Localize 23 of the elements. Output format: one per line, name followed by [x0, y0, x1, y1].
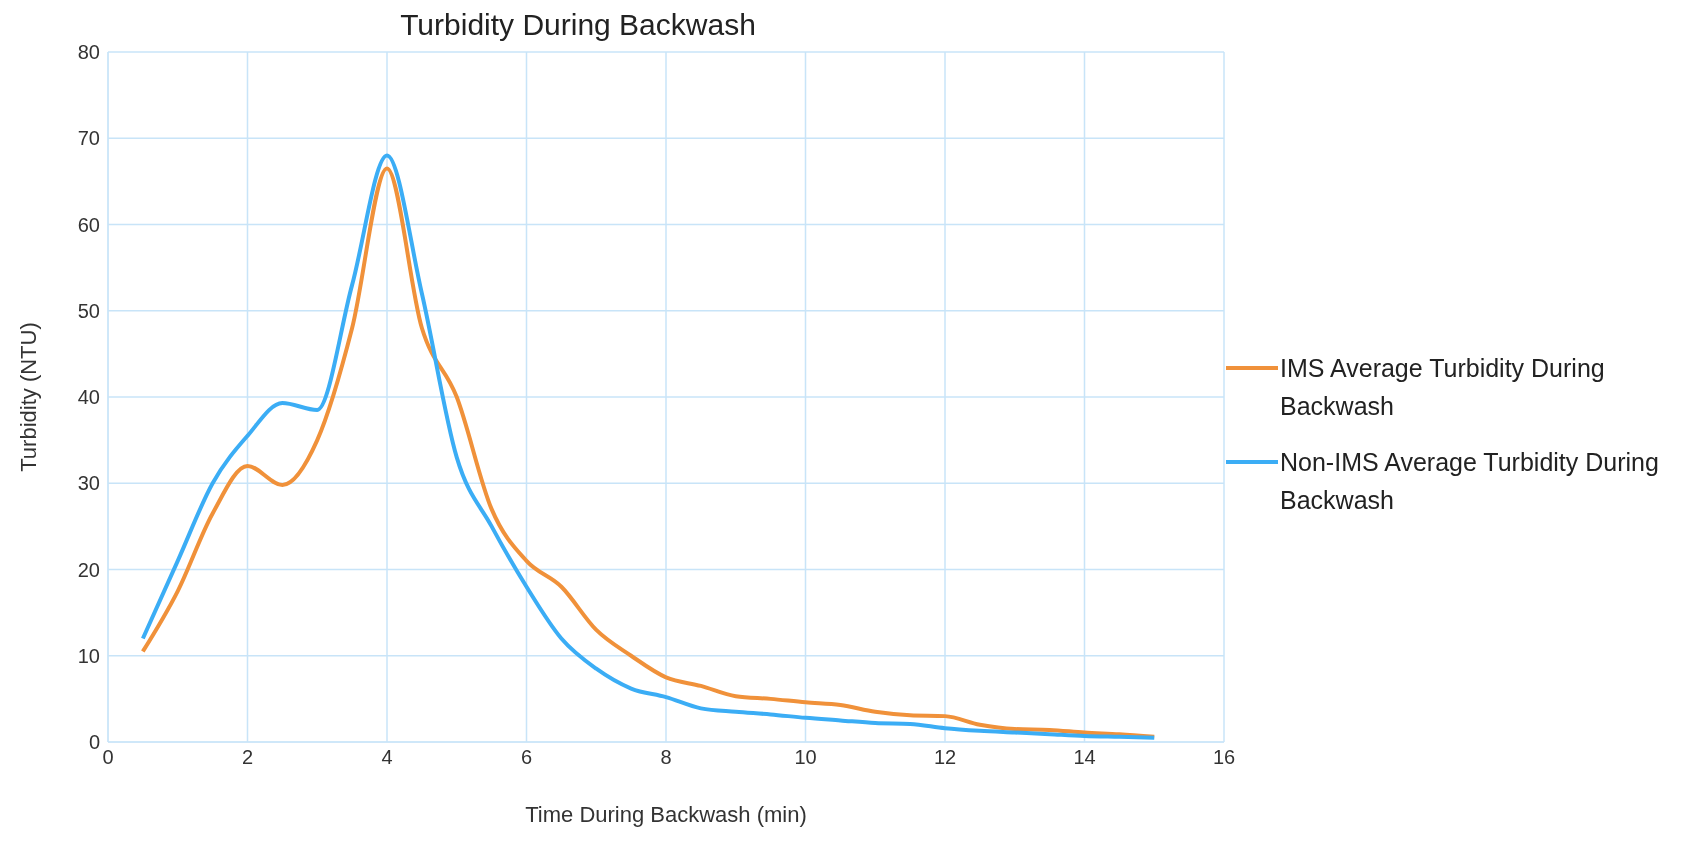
legend-label: Non-IMS Average Turbidity During Backwash [1280, 447, 1660, 516]
y-tick-label: 30 [77, 472, 100, 495]
y-tick-label: 50 [77, 299, 100, 322]
x-tick-label: 2 [241, 746, 254, 769]
y-tick-label: 0 [88, 731, 100, 754]
y-tick-label: 40 [77, 386, 100, 409]
y-tick-label: 80 [77, 41, 100, 64]
x-axis-title: Time During Backwash (min) [525, 802, 807, 827]
x-tick-label: 12 [933, 746, 957, 769]
x-tick-label: 16 [1212, 746, 1236, 769]
x-tick-label: 0 [102, 746, 114, 769]
y-tick-label: 20 [77, 558, 100, 581]
y-axis-title: Turbidity (NTU) [15, 322, 41, 472]
x-tick-label: 6 [520, 746, 533, 769]
y-tick-label: 10 [77, 644, 100, 667]
y-tick-label: 60 [77, 213, 100, 236]
x-tick-label: 8 [660, 746, 672, 769]
chart-title: Turbidity During Backwash [399, 8, 757, 42]
x-tick-label: 14 [1073, 746, 1096, 769]
x-tick-label: 4 [381, 746, 393, 769]
x-tick-label: 10 [794, 746, 817, 769]
y-tick-label: 70 [77, 127, 100, 150]
legend-label: IMS Average Turbidity During Backwash [1280, 353, 1606, 422]
